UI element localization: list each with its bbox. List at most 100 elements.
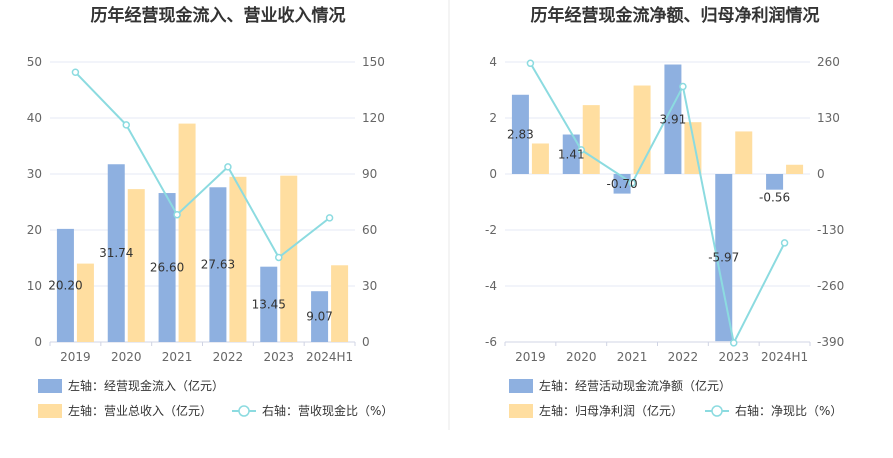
- line-point: [325, 214, 334, 222]
- x-axis-label: 2020: [566, 350, 597, 364]
- left-axis-tick: 30: [27, 167, 42, 181]
- bar-series-1: [562, 134, 580, 174]
- chart-panel-net-cash-profit: 历年经营现金流净额、归母净利润情况 -6 -390 -4 -260 -2 -130 0 0 2 13…: [485, 5, 844, 418]
- chart-title: 历年经营现金流入、营业收入情况: [91, 5, 346, 26]
- right-axis-tick: -390: [817, 335, 844, 349]
- line-point: [526, 59, 535, 68]
- bar-data-label: 20.20: [48, 278, 82, 292]
- bar-series-1: [158, 193, 176, 342]
- bar-data-label: 27.63: [201, 258, 235, 272]
- bar-data-label: 26.60: [150, 261, 184, 275]
- bar-series-1: [511, 94, 529, 174]
- right-axis-tick: -130: [817, 223, 844, 237]
- bar-data-label: 13.45: [252, 297, 286, 311]
- line-point: [275, 253, 283, 262]
- bar-series-1: [664, 64, 682, 174]
- bar-series-1: [715, 174, 733, 342]
- legend-swatch-bar-orange: [509, 404, 533, 418]
- bar-series-1: [56, 228, 74, 342]
- bar-data-label: 31.74: [99, 246, 133, 260]
- bar-series-2: [229, 176, 247, 342]
- bar-series-1: [311, 291, 329, 342]
- legend-swatch-line-marker: [711, 405, 723, 417]
- x-axis-label: 2019: [515, 350, 546, 364]
- bar-data-label: 9.07: [306, 310, 333, 324]
- bar-series-2: [127, 189, 145, 342]
- x-axis-label: 2019: [60, 350, 91, 364]
- chart-panel-cash-inflow-revenue: 历年经营现金流入、营业收入情况 0 0 10 30 20 60 30 90 40 120 50 150 2…: [27, 5, 393, 418]
- legend-swatch-bar-blue: [38, 379, 62, 393]
- line-point: [628, 179, 636, 187]
- legend-swatch-line-marker: [238, 405, 250, 417]
- x-axis-label: 2024H1: [306, 350, 353, 364]
- bar-data-label: -0.56: [759, 191, 790, 205]
- x-axis-label: 2020: [111, 350, 142, 364]
- bar-data-label: -0.70: [607, 177, 638, 191]
- bar-series-2: [280, 175, 298, 342]
- bar-series-1: [260, 266, 278, 342]
- legend-swatch-bar-blue: [509, 379, 533, 393]
- x-axis-label: 2023: [718, 350, 749, 364]
- bar-series-1: [766, 174, 784, 190]
- right-axis-tick: 120: [362, 111, 385, 125]
- left-axis-tick: 2: [489, 111, 497, 125]
- line-point: [577, 146, 585, 154]
- bar-series-2: [735, 131, 753, 174]
- bar-series-2: [786, 164, 804, 174]
- left-axis-tick: -6: [485, 335, 497, 349]
- bar-series-2: [633, 85, 651, 174]
- line-point: [122, 121, 130, 129]
- right-axis-tick: 130: [817, 111, 840, 125]
- bar-data-label: 1.41: [558, 147, 585, 161]
- x-axis-label: 2021: [162, 350, 193, 364]
- x-axis-label: 2022: [668, 350, 699, 364]
- right-axis-tick: 0: [362, 335, 370, 349]
- legend-label: 右轴：营收现金比（%）: [262, 403, 393, 418]
- right-axis-tick: 260: [817, 55, 840, 69]
- right-axis-tick: 0: [817, 167, 825, 181]
- line-point: [173, 210, 181, 219]
- right-axis-tick: -260: [817, 279, 844, 293]
- bar-series-1: [107, 164, 125, 342]
- bar-series-2: [76, 263, 94, 342]
- bar-series-2: [178, 123, 196, 342]
- bar-data-label: -5.97: [708, 251, 739, 265]
- x-axis-label: 2023: [263, 350, 294, 364]
- bar-series-2: [531, 143, 549, 174]
- line-point: [679, 82, 687, 91]
- left-axis-tick: 50: [27, 55, 42, 69]
- left-axis-tick: 4: [489, 55, 497, 69]
- legend-swatch-bar-orange: [38, 404, 62, 418]
- legend-label: 左轴：经营现金流入（亿元）: [68, 378, 224, 393]
- right-axis-tick: 60: [362, 223, 377, 237]
- legend-label: 左轴：营业总收入（亿元）: [68, 403, 212, 418]
- line-point: [224, 163, 232, 171]
- left-axis-tick: 20: [27, 223, 42, 237]
- legend-label: 左轴：归母净利润（亿元）: [539, 403, 683, 418]
- bar-data-label: 3.91: [660, 112, 687, 126]
- right-axis-tick: 90: [362, 167, 377, 181]
- left-axis-tick: -2: [485, 223, 497, 237]
- left-axis-tick: 0: [489, 167, 497, 181]
- left-axis-tick: -4: [485, 279, 497, 293]
- line-point: [780, 239, 789, 247]
- right-axis-tick: 30: [362, 279, 377, 293]
- x-axis-label: 2021: [617, 350, 648, 364]
- legend-label: 右轴：净现比（%）: [735, 403, 842, 418]
- legend-label: 左轴：经营活动现金流净额（亿元）: [539, 378, 731, 393]
- bar-series-1: [209, 187, 227, 342]
- right-axis-tick: 150: [362, 55, 385, 69]
- chart-title: 历年经营现金流净额、归母净利润情况: [531, 5, 820, 26]
- left-axis-tick: 10: [27, 279, 42, 293]
- bar-series-2: [582, 105, 600, 174]
- line-series: [74, 71, 331, 259]
- left-axis-tick: 0: [34, 335, 42, 349]
- line-point: [71, 68, 80, 77]
- line-series: [529, 62, 786, 346]
- bar-data-label: 2.83: [507, 127, 534, 141]
- x-axis-label: 2024H1: [761, 350, 808, 364]
- bar-series-2: [331, 265, 349, 342]
- line-point: [730, 339, 738, 347]
- left-axis-tick: 40: [27, 111, 42, 125]
